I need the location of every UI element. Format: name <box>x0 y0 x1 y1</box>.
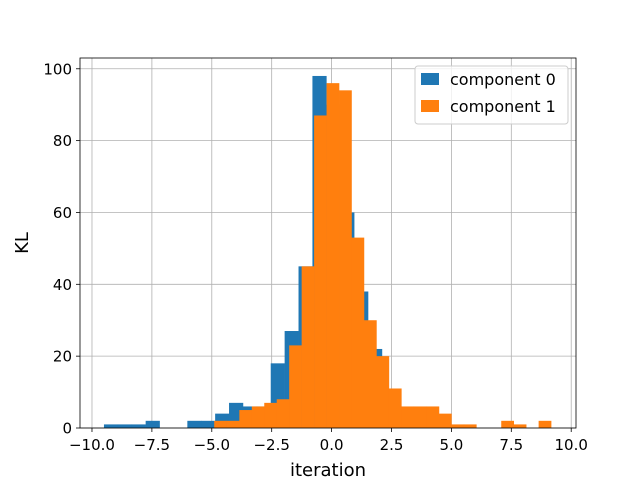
legend-label-component-0: component 0 <box>450 70 556 89</box>
bar-component-1 <box>538 420 552 428</box>
bar-component-1 <box>276 399 290 428</box>
bar-component-1 <box>251 406 265 428</box>
bar-component-1 <box>376 356 390 428</box>
x-tick-label: −10.0 <box>69 436 115 454</box>
bar-component-1 <box>239 410 253 428</box>
bar-component-1 <box>314 115 327 428</box>
legend-label-component-1: component 1 <box>450 97 556 116</box>
bar-component-1 <box>289 345 302 428</box>
bar-component-0 <box>187 420 202 428</box>
bar-component-1 <box>426 406 440 428</box>
bar-component-0 <box>117 424 133 428</box>
bar-component-1 <box>339 90 352 429</box>
x-axis-label: iteration <box>290 460 366 480</box>
x-axis-ticks: −10.0 −7.5 −5.0 −2.5 0.0 2.5 5.0 7.5 10.0 <box>69 428 588 454</box>
y-tick-label: 40 <box>53 276 72 294</box>
y-tick-label: 20 <box>53 348 72 366</box>
x-tick-label: 5.0 <box>439 436 463 454</box>
bar-component-0 <box>201 420 216 428</box>
bar-component-1 <box>438 413 452 428</box>
x-tick-label: 7.5 <box>499 436 523 454</box>
bar-component-1 <box>513 424 527 428</box>
bar-component-1 <box>363 320 377 428</box>
bar-component-1 <box>326 83 340 428</box>
bar-component-1 <box>413 406 427 428</box>
bar-component-0 <box>103 424 119 428</box>
x-tick-label: 2.5 <box>380 436 404 454</box>
y-tick-label: 0 <box>62 420 72 438</box>
legend-swatch-component-1 <box>421 100 439 112</box>
bar-component-1 <box>388 388 402 428</box>
legend-swatch-component-0 <box>421 73 439 85</box>
y-tick-label: 80 <box>53 132 72 150</box>
bar-component-1 <box>264 402 278 428</box>
y-axis-label: KL <box>12 232 33 254</box>
x-tick-label: −7.5 <box>134 436 170 454</box>
plot-frame <box>79 57 577 429</box>
histogram-bars <box>103 75 552 429</box>
x-tick-label: 10.0 <box>555 436 588 454</box>
legend-box <box>414 65 569 125</box>
bar-component-1 <box>451 424 465 428</box>
bar-component-0 <box>145 420 160 428</box>
bar-component-1 <box>401 406 415 428</box>
bar-component-1 <box>226 420 240 428</box>
bar-component-0 <box>131 424 146 428</box>
y-tick-label: 60 <box>53 204 72 222</box>
y-tick-label: 100 <box>43 60 72 78</box>
y-axis-ticks: 0 20 40 60 80 100 <box>43 60 80 438</box>
bar-component-1 <box>214 420 227 428</box>
bar-component-1 <box>351 237 365 428</box>
bar-component-1 <box>301 266 315 428</box>
bar-component-1 <box>463 424 477 428</box>
x-tick-label: 0.0 <box>320 436 344 454</box>
x-tick-label: −2.5 <box>253 436 289 454</box>
legend: component 0 component 1 <box>414 65 569 125</box>
x-tick-label: −5.0 <box>194 436 230 454</box>
bar-component-1 <box>501 420 515 428</box>
